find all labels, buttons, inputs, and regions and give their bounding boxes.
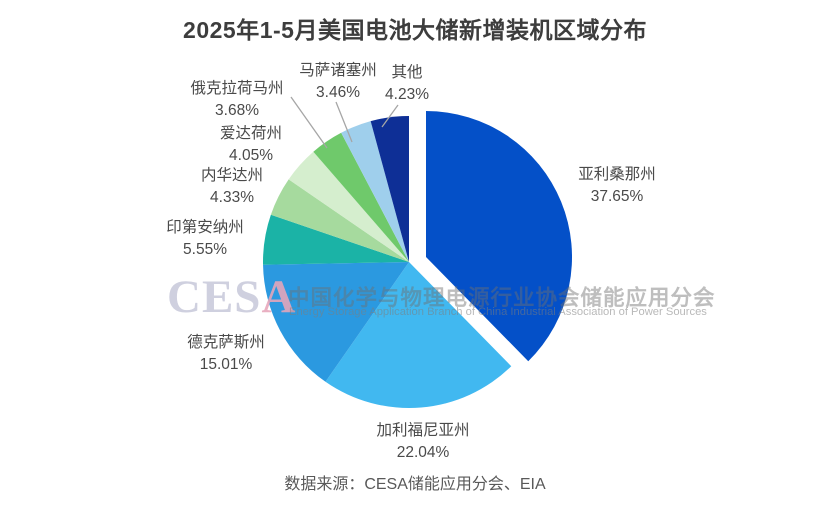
pie-slice-7: [341, 121, 409, 262]
watermark-cesa-logo: CESA: [167, 274, 296, 321]
pie-slice-2: [263, 262, 409, 382]
pie-slice-5: [288, 151, 409, 262]
pie-slice-0: [426, 111, 572, 362]
watermark-en-text: Energy Storage Application Branch of Chi…: [289, 306, 707, 318]
leader-line-6: [290, 96, 328, 149]
pie-slice-1: [325, 262, 512, 408]
watermark-logo-main: CES: [167, 271, 262, 323]
leader-line-8: [381, 104, 399, 128]
pie-slice-8: [370, 116, 409, 262]
leader-line-7: [335, 101, 353, 143]
page-title: 2025年1-5月美国电池大储新增装机区域分布: [183, 17, 647, 43]
pie-slice-6: [313, 132, 409, 262]
pie-slice-4: [270, 179, 409, 262]
watermark-cn-text: 中国化学与物理电源行业协会储能应用分会: [288, 286, 716, 310]
watermark-logo-accent: A: [261, 271, 297, 323]
source-note: 数据来源：CESA储能应用分会、EIA: [284, 476, 546, 493]
pie-slice-3: [263, 214, 409, 265]
